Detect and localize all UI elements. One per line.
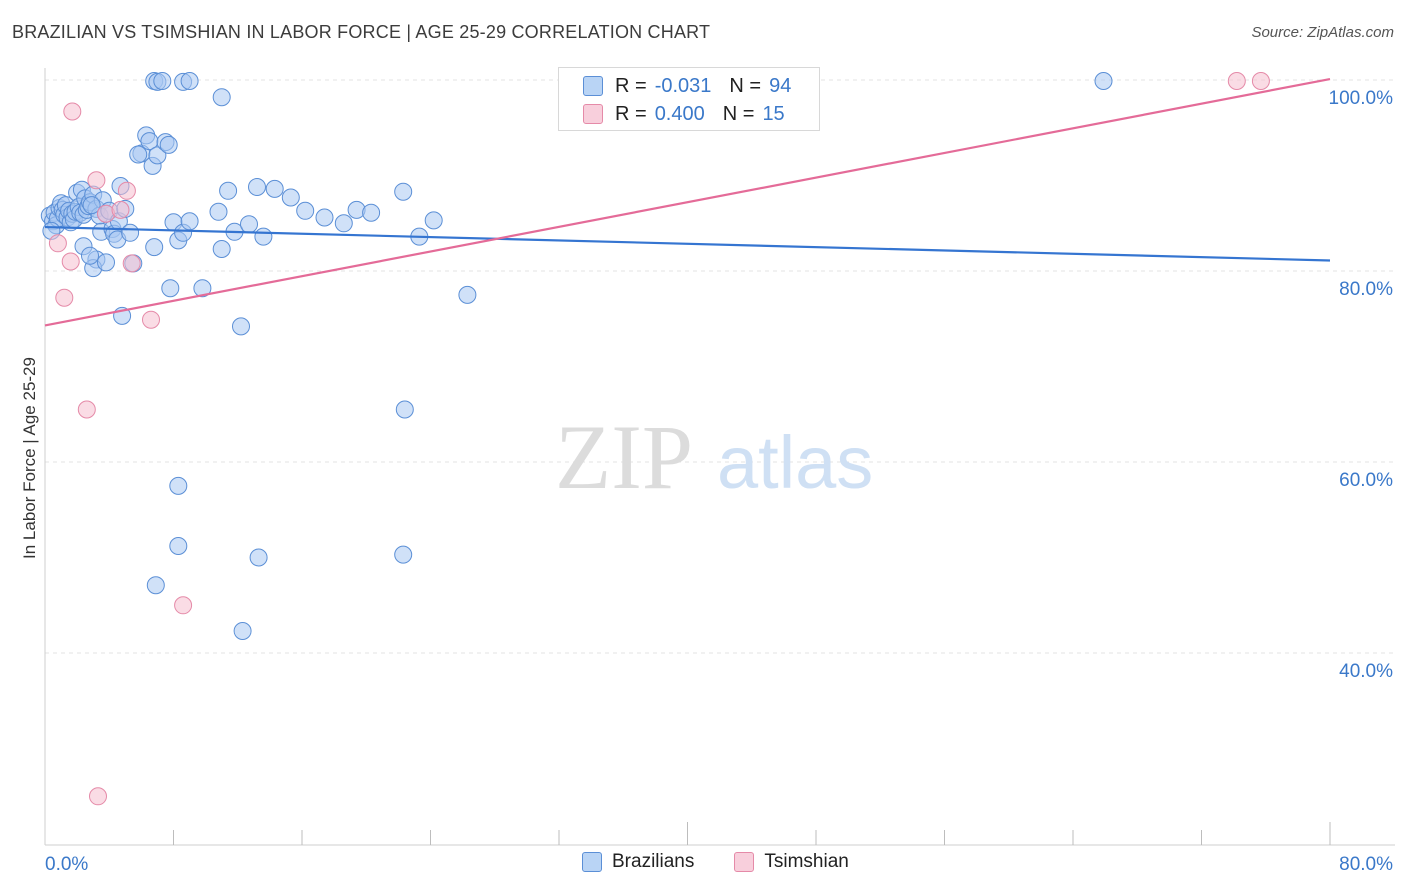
- legend-item-brazilians: Brazilians: [582, 851, 694, 873]
- y-tick-label-60: 60.0%: [1339, 470, 1393, 491]
- brazilians-point-94: [233, 622, 252, 640]
- brazilians-point-59: [193, 279, 212, 298]
- watermark: ZIP atlas: [555, 406, 873, 508]
- brazilians-n-value: 94: [769, 74, 792, 97]
- brazilians-points: [40, 72, 1113, 640]
- brazilians-point-95: [1094, 72, 1113, 90]
- brazilians-point-88: [395, 400, 414, 419]
- legend-row-tsimshian: R = 0.400 N = 15: [583, 101, 785, 127]
- brazilians-swatch: [583, 76, 603, 96]
- tsimshian-r-value: 0.400: [654, 102, 705, 125]
- brazilians-point-72: [334, 214, 353, 233]
- brazilians-point-75: [394, 182, 413, 201]
- tsimshian-legend-swatch: [734, 852, 755, 872]
- brazilians-point-66: [248, 178, 266, 196]
- brazilians-point-83: [153, 72, 172, 90]
- legend-r-label: R =: [615, 102, 647, 125]
- brazilians-point-85: [180, 72, 199, 90]
- chart-title: BRAZILIAN VS TSIMSHIAN IN LABOR FORCE | …: [12, 22, 711, 42]
- axes: [44, 68, 1395, 846]
- brazilians-point-74: [362, 203, 381, 222]
- brazilians-point-63: [219, 181, 238, 200]
- tsimshian-swatch: [583, 104, 603, 124]
- brazilians-point-86: [212, 88, 231, 107]
- tsimshian-point-5: [87, 171, 106, 190]
- tsimshian-point-0: [48, 234, 67, 253]
- y-tick-label-80: 80.0%: [1339, 279, 1393, 300]
- gridlines: [45, 79, 1395, 654]
- brazilians-point-62: [212, 240, 231, 258]
- tsimshian-point-7: [117, 181, 136, 200]
- brazilians-point-77: [458, 285, 477, 304]
- brazilians-point-58: [180, 212, 199, 231]
- brazilians-point-90: [169, 537, 188, 555]
- brazilians-point-89: [169, 476, 188, 495]
- brazilians-point-79: [82, 196, 101, 215]
- y-tick-label-100: 100.0%: [1329, 88, 1394, 109]
- watermark-zip: ZIP: [555, 406, 693, 508]
- tsimshian-point-4: [77, 400, 96, 419]
- y-tick-labels: 40.0% 60.0% 80.0% 100.0%: [1329, 88, 1394, 682]
- trend-lines: [44, 77, 1331, 327]
- tsimshian-point-14: [111, 200, 130, 219]
- tsimshian-point-2: [61, 252, 80, 271]
- tsimshian-point-10: [174, 596, 193, 615]
- brazilians-point-70: [296, 201, 315, 220]
- brazilians-point-61: [209, 202, 228, 221]
- tsimshian-point-3: [63, 102, 82, 121]
- brazilians-point-42: [97, 253, 115, 272]
- brazilians-point-41: [81, 246, 99, 265]
- tsimshian-point-13: [1251, 72, 1270, 90]
- brazilians-point-56: [161, 279, 180, 298]
- brazilians-point-67: [254, 227, 273, 246]
- series-legend: Brazilians Tsimshian: [582, 851, 889, 873]
- x-tick-label-min: 0.0%: [45, 854, 88, 875]
- source-label: Source: ZipAtlas.com: [1251, 24, 1394, 41]
- tsimshian-n-value: 15: [762, 102, 785, 125]
- legend-item-tsimshian: Tsimshian: [734, 851, 849, 873]
- legend-r-label: R =: [615, 74, 647, 97]
- brazilians-point-93: [146, 576, 165, 595]
- y-tick-label-40: 40.0%: [1339, 661, 1393, 682]
- brazilians-point-57: [145, 238, 164, 257]
- brazilians-point-55: [129, 145, 148, 164]
- tsimshian-point-8: [122, 254, 141, 273]
- brazilians-point-71: [315, 208, 334, 227]
- x-tick-label-max: 80.0%: [1339, 854, 1393, 875]
- brazilians-point-87: [232, 317, 250, 336]
- tsimshian-point-9: [142, 310, 160, 329]
- stats-legend: R = -0.031 N = 94 R = 0.400 N = 15: [558, 67, 820, 131]
- legend-n-label: N =: [729, 74, 762, 97]
- brazilians-point-51: [159, 135, 178, 154]
- tsimshian-point-12: [1227, 72, 1246, 90]
- legend-n-label: N =: [722, 102, 755, 125]
- brazilians-legend-label: Brazilians: [612, 851, 695, 872]
- brazilians-point-92: [394, 545, 413, 564]
- brazilians-point-78: [424, 211, 443, 230]
- brazilians-point-91: [249, 548, 268, 567]
- brazilians-point-69: [281, 188, 300, 207]
- brazilians-trend-line: [44, 225, 1331, 262]
- brazilians-legend-swatch: [582, 852, 602, 872]
- x-ticks: [173, 822, 1331, 845]
- tsimshian-point-1: [55, 288, 74, 307]
- brazilians-r-value: -0.031: [654, 74, 712, 97]
- brazilians-point-68: [265, 179, 284, 198]
- brazilians-point-65: [240, 215, 258, 234]
- tsimshian-legend-label: Tsimshian: [764, 851, 849, 872]
- brazilians-point-43: [121, 223, 140, 242]
- brazilians-point-49: [148, 146, 167, 165]
- tsimshian-point-11: [89, 787, 107, 806]
- legend-row-brazilians: R = -0.031 N = 94: [583, 73, 791, 99]
- x-tick-labels: 0.0% 80.0%: [45, 854, 1393, 875]
- watermark-atlas: atlas: [717, 421, 873, 504]
- tsimshian-points: [48, 72, 1270, 806]
- tsimshian-trend-line: [44, 77, 1331, 327]
